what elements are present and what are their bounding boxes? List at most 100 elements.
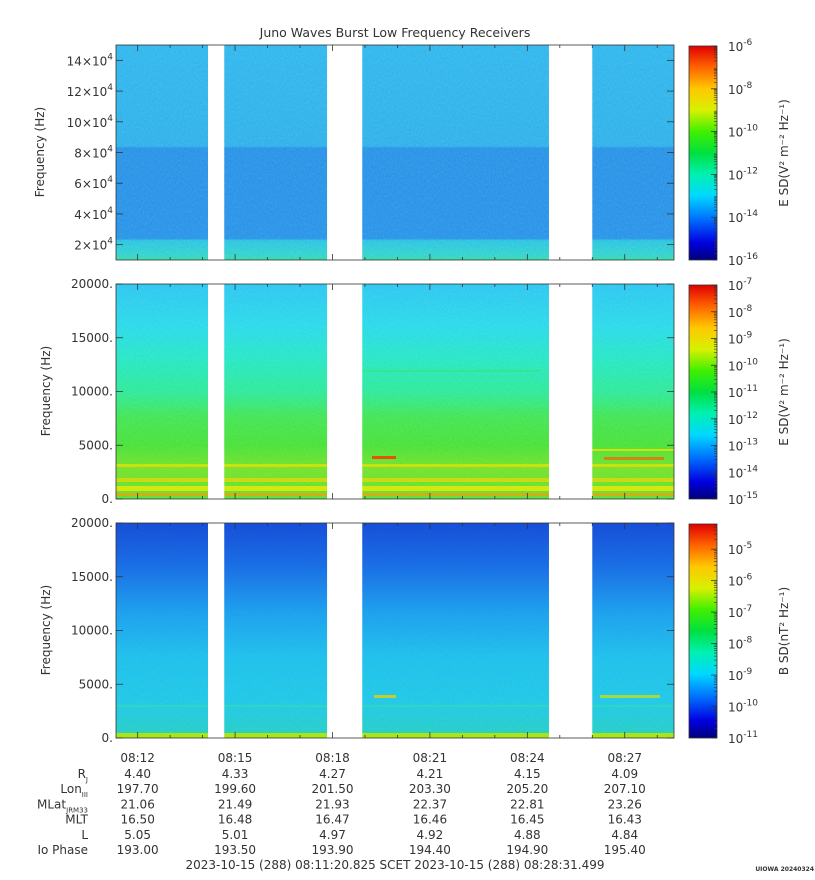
ephemeris-value: 193.90 — [311, 843, 353, 857]
panel-2: 0. 5000. 10000. 15000. 20000. Frequency (Hz)… — [39, 277, 791, 507]
y-tick-label: 2×104 — [74, 237, 113, 253]
panel-3: 0. 5000. 10000. 15000. 20000. Frequency (Hz)… — [39, 516, 791, 746]
ephemeris-value: 4.92 — [417, 828, 444, 842]
time-tick-label: 08:12 — [120, 751, 155, 765]
colorbar-tick-label: 10-8 — [728, 81, 753, 97]
colorbar-tick-label: 10-8 — [728, 304, 753, 320]
data-gap — [548, 523, 593, 738]
ephemeris-value: 4.21 — [417, 767, 444, 781]
y-tick-label: 15000. — [71, 331, 113, 345]
ephemeris-row-label: Io Phase — [37, 843, 88, 857]
y-tick-label: 20000. — [71, 277, 113, 291]
time-tick-label: 08:24 — [510, 751, 545, 765]
y-tick-label: 12×104 — [67, 83, 114, 99]
y-tick-label: 20000. — [71, 516, 113, 530]
emission-bands-2 — [116, 370, 674, 496]
data-gap — [548, 284, 593, 499]
ephemeris-row-label: LonIII — [60, 782, 88, 799]
data-gap — [548, 45, 593, 260]
colorbar-tick-label: 10-9 — [728, 331, 753, 347]
y-tick-label: 14×104 — [67, 52, 114, 68]
ephemeris-value: 16.47 — [315, 813, 349, 827]
y-tick-label: 10000. — [71, 624, 113, 638]
colorbar-tick-label: 10-14 — [728, 209, 758, 225]
y-tick-label: 0. — [102, 492, 113, 506]
time-tick-label: 08:21 — [413, 751, 448, 765]
ephemeris-value: 197.70 — [117, 782, 159, 796]
ephemeris-row-label: L — [81, 828, 88, 842]
ephemeris-value: 207.10 — [604, 782, 646, 796]
y-axis-label-1: Frequency (Hz) — [33, 107, 47, 198]
y-tick-label: 0. — [102, 731, 113, 745]
y-tick-label: 10×104 — [67, 114, 114, 130]
ephemeris-value: 203.30 — [409, 782, 451, 796]
time-tick-label: 08:15 — [218, 751, 253, 765]
colorbar-tick-label: 10-12 — [728, 166, 758, 182]
colorbar-tick-label: 10-5 — [728, 541, 752, 557]
data-gap — [327, 284, 363, 499]
y-tick-label: 10000. — [71, 385, 113, 399]
emission-bands-3 — [116, 695, 674, 738]
ephemeris-row-label: RJ — [78, 767, 88, 784]
ephemeris-value: 16.43 — [608, 813, 642, 827]
ephemeris-value: 22.81 — [510, 797, 544, 811]
ephemeris-value: 195.40 — [604, 843, 646, 857]
panel-1: 2×104 4×104 6×104 8×104 10×104 12×104 14×104 F… — [33, 38, 791, 268]
ephemeris-value: 4.88 — [514, 828, 541, 842]
ephemeris-value: 16.50 — [120, 813, 154, 827]
y-tick-label: 15000. — [71, 570, 113, 584]
colorbar-tick-label: 10-7 — [728, 604, 752, 620]
ephemeris-value: 194.40 — [409, 843, 451, 857]
colorbar-tick-label: 10-8 — [728, 636, 753, 652]
ephemeris-value: 4.09 — [611, 767, 638, 781]
ephemeris-value: 16.46 — [413, 813, 447, 827]
colorbar-tick-label: 10-12 — [728, 411, 758, 427]
colorbar-tick-label: 10-6 — [728, 38, 753, 54]
ephemeris-value: 21.06 — [120, 797, 154, 811]
time-tick-label: 08:18 — [315, 751, 350, 765]
colorbar-tick-label: 10-6 — [728, 573, 753, 589]
colorbar-label-3: B SD(nT² Hz⁻¹) — [777, 587, 791, 675]
colorbar-tick-label: 10-11 — [728, 384, 758, 400]
ephemeris-value: 5.05 — [124, 828, 151, 842]
ephemeris-value: 23.26 — [608, 797, 642, 811]
watermark: UIOWA 20240324 — [755, 866, 814, 873]
ephemeris-value: 22.37 — [413, 797, 447, 811]
ephemeris-value: 205.20 — [506, 782, 548, 796]
colorbar-tick-label: 10-7 — [728, 277, 752, 293]
ephemeris-value: 4.27 — [319, 767, 346, 781]
ephemeris-value: 21.93 — [315, 797, 349, 811]
colorbar-label-2: E SD(V² m⁻² Hz⁻¹) — [777, 338, 791, 446]
ephemeris-row-label: MLatJRM33 — [37, 797, 88, 814]
ephemeris-value: 4.97 — [319, 828, 346, 842]
data-gap — [208, 45, 225, 260]
colorbar-tick-label: 10-13 — [728, 438, 758, 454]
ephemeris-value: 4.40 — [124, 767, 151, 781]
data-gap — [208, 284, 225, 499]
ephemeris-value: 5.01 — [222, 828, 249, 842]
y-tick-label: 5000. — [79, 677, 113, 691]
time-tick-label: 08:27 — [607, 751, 642, 765]
data-gap — [208, 523, 225, 738]
y-tick-label: 8×104 — [74, 145, 113, 161]
data-gap — [327, 523, 363, 738]
colorbar-tick-label: 10-15 — [728, 491, 758, 507]
ephemeris-value: 21.49 — [218, 797, 252, 811]
ephemeris-value: 193.00 — [117, 843, 159, 857]
colorbar-3 — [688, 523, 718, 739]
ephemeris-value: 201.50 — [311, 782, 353, 796]
y-axis-label-2: Frequency (Hz) — [39, 346, 53, 437]
ephemeris-value: 16.45 — [510, 813, 544, 827]
y-tick-label: 4×104 — [74, 206, 113, 222]
colorbar-1 — [688, 45, 718, 261]
ephemeris-table: RJ 4.40 4.33 4.27 4.21 4.15 4.09 LonIII 197.70 19… — [37, 767, 646, 857]
y-tick-label: 6×104 — [74, 175, 113, 191]
ephemeris-value: 4.15 — [514, 767, 541, 781]
colorbar-tick-label: 10-10 — [728, 124, 758, 140]
colorbar-tick-label: 10-11 — [728, 730, 758, 746]
scet-footer: 2023-10-15 (288) 08:11:20.825 SCET 2023-… — [185, 858, 604, 872]
colorbar-tick-label: 10-14 — [728, 464, 758, 480]
colorbar-tick-label: 10-9 — [728, 667, 753, 683]
ephemeris-value: 199.60 — [214, 782, 256, 796]
